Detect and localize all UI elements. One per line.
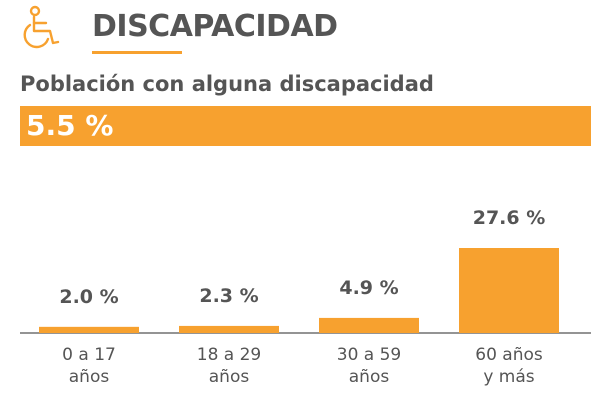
category-label: 60 años [475,345,543,365]
category-label: 18 a 29 [197,345,262,365]
category-label: años [209,367,250,387]
category-label: y más [483,367,534,387]
bar [39,326,139,333]
highlight-banner: 5.5 % [20,106,591,146]
bar [459,248,559,333]
subtitle: Población con alguna discapacidad [20,72,434,96]
bar-value-label: 27.6 % [473,207,546,229]
highlight-value: 5.5 % [26,109,114,142]
page-title: DISCAPACIDAD [92,9,338,44]
category-label: años [69,367,110,387]
bar [319,317,419,333]
category-label: 30 a 59 [337,345,402,365]
category-label: años [349,367,390,387]
wheelchair-icon [23,5,60,49]
bar-value-label: 2.0 % [59,286,118,308]
bar-value-label: 4.9 % [339,277,398,299]
title-underline [92,51,182,54]
category-label: 0 a 17 [62,345,116,365]
bar-value-label: 2.3 % [199,285,258,307]
bar [179,325,279,333]
